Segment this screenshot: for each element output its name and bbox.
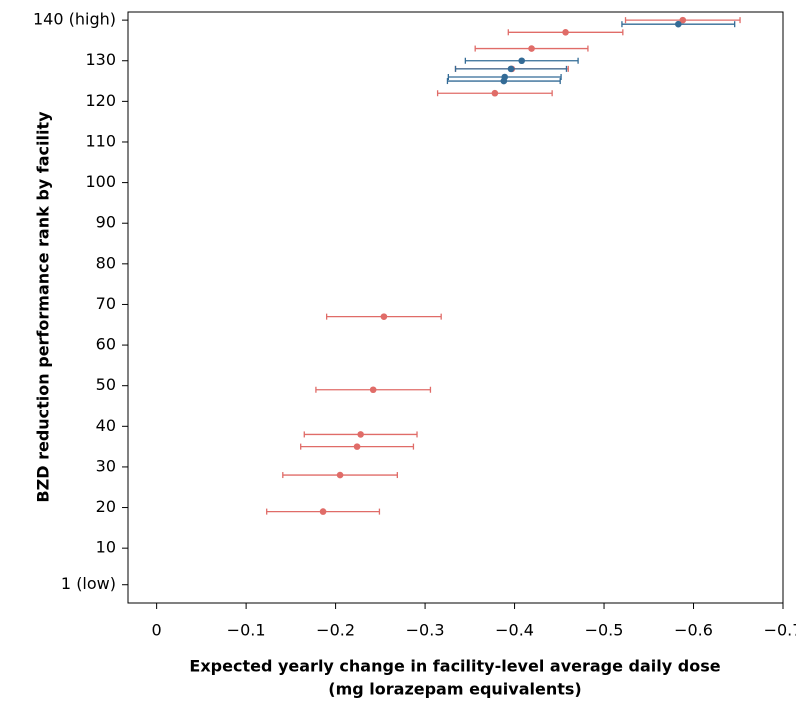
point	[501, 73, 509, 81]
y-tick-label: 30	[96, 456, 116, 475]
point	[518, 57, 526, 65]
y-tick-label: 80	[96, 253, 116, 272]
y-tick-label: 100	[85, 172, 116, 191]
y-tick-label: 50	[96, 375, 116, 394]
point	[369, 386, 377, 394]
y-tick-label: 20	[96, 497, 116, 516]
plot-frame	[127, 11, 784, 604]
x-tick-label: −0.7	[764, 621, 796, 640]
point	[319, 508, 327, 515]
y-tick-label: 140 (high)	[33, 10, 116, 29]
y-tick-label: 1 (low)	[61, 574, 116, 593]
x-axis-label: (mg lorazepam equivalents)	[328, 680, 581, 699]
point	[380, 313, 388, 320]
x-tick-label: −0.5	[585, 621, 624, 640]
point	[679, 16, 687, 24]
y-tick-label: 70	[96, 294, 116, 313]
point	[562, 29, 569, 36]
y-tick-label: 130	[85, 50, 116, 69]
point	[675, 20, 682, 28]
point	[528, 45, 535, 52]
y-tick-label: 90	[96, 213, 116, 232]
y-tick-label: 40	[96, 416, 116, 435]
y-tick-label: 120	[85, 91, 116, 110]
x-tick-label: −0.2	[316, 621, 355, 640]
x-tick-label: −0.1	[227, 621, 266, 640]
point	[353, 443, 361, 450]
x-tick-label: −0.6	[674, 621, 713, 640]
point	[507, 65, 515, 73]
y-axis-label: BZD reduction performance rank by facili…	[34, 111, 53, 503]
x-tick-label: 0	[152, 621, 162, 640]
y-tick-label: 110	[85, 131, 116, 150]
x-tick-label: −0.4	[495, 621, 534, 640]
point	[336, 471, 344, 479]
point	[491, 89, 499, 97]
x-axis-label: Expected yearly change in facility-level…	[189, 657, 720, 676]
x-tick-label: −0.3	[406, 621, 445, 640]
y-tick-label: 10	[96, 538, 116, 557]
point	[357, 431, 364, 438]
y-tick-label: 60	[96, 335, 116, 354]
